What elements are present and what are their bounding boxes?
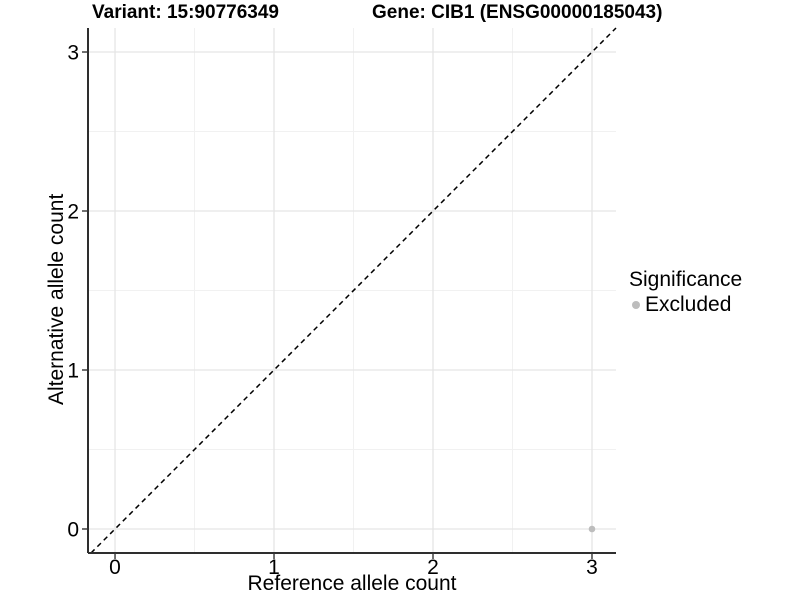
- axis-ticks: [82, 51, 593, 559]
- axis-tick-labels: 0 1 2 3 0 1 2 3: [67, 42, 598, 579]
- x-tick-label: 0: [109, 556, 121, 579]
- x-tick-label: 2: [427, 556, 439, 579]
- y-axis-title: Alternative allele count: [45, 193, 68, 405]
- y-tick-label: 0: [67, 518, 79, 541]
- plot-title-variant: Variant: 15:90776349: [92, 2, 279, 23]
- y-tick-label: 1: [67, 359, 79, 382]
- x-tick-label: 3: [586, 556, 598, 579]
- y-tick-label: 2: [67, 201, 79, 224]
- plot-title-gene: Gene: CIB1 (ENSG00000185043): [372, 2, 663, 23]
- legend-title: Significance: [629, 268, 743, 291]
- data-point: [588, 525, 596, 533]
- x-axis-title: Reference allele count: [247, 572, 457, 595]
- identity-reference-line: [90, 27, 617, 554]
- x-tick-label: 1: [268, 556, 280, 579]
- axis-lines: [87, 28, 616, 554]
- grid-minor: [88, 28, 616, 553]
- legend-key-point-icon: [632, 301, 640, 309]
- legend: Significance Excluded: [629, 268, 742, 317]
- data-points: [588, 525, 596, 533]
- legend-entry-excluded: Excluded: [632, 293, 742, 317]
- grid-major: [88, 28, 616, 553]
- y-tick-label: 3: [67, 42, 79, 65]
- legend-entry-label: Excluded: [645, 293, 732, 316]
